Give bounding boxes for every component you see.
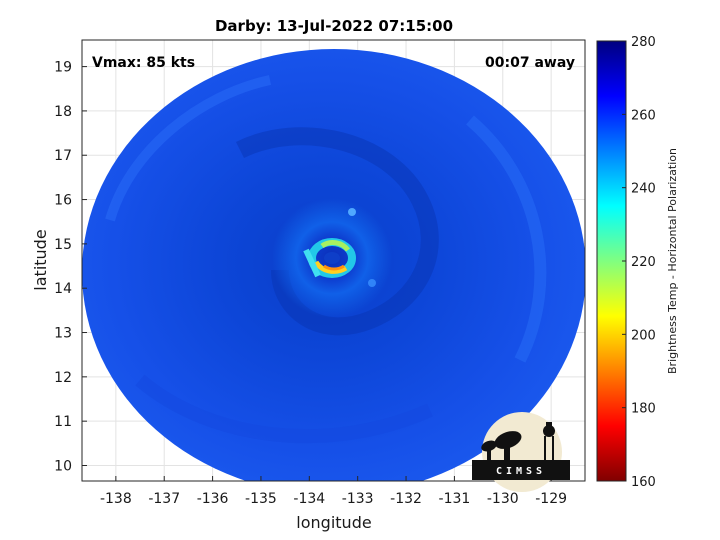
y-ticks: 10 11 12 13 14 15 16 17 18 19 bbox=[54, 60, 87, 474]
x-tick-label: -132 bbox=[390, 491, 422, 507]
colorbar-tick-label: 220 bbox=[631, 255, 656, 270]
rainband-south bbox=[135, 374, 433, 444]
colorbar: 160 180 200 220 240 260 280 Brightness Temp - … bbox=[596, 35, 679, 490]
rainband-east bbox=[466, 115, 547, 363]
logo-text: CIMSS bbox=[496, 466, 546, 477]
vmax-label: Vmax: 85 kts bbox=[92, 55, 195, 71]
y-tick-label: 10 bbox=[54, 458, 72, 474]
colorbar-tick-label: 280 bbox=[631, 35, 656, 50]
colorbar-tick-label: 240 bbox=[631, 182, 656, 197]
y-tick-label: 11 bbox=[54, 414, 72, 430]
x-tick-label: -134 bbox=[293, 491, 325, 507]
away-label: 00:07 away bbox=[485, 55, 575, 71]
y-tick-label: 14 bbox=[54, 281, 72, 297]
x-tick-label: -138 bbox=[100, 491, 132, 507]
x-tick-label: -131 bbox=[439, 491, 471, 507]
logo-bar bbox=[472, 460, 570, 480]
map-axes: -138 -137 -136 -135 -134 -133 -132 -131 -130 -129… bbox=[54, 39, 586, 507]
x-tick-label: -136 bbox=[197, 491, 229, 507]
rainband-west bbox=[105, 75, 272, 222]
y-tick-label: 19 bbox=[54, 60, 72, 76]
convective-spot-2 bbox=[368, 279, 376, 287]
colorbar-gradient bbox=[596, 40, 627, 482]
colorbar-label: Brightness Temp - Horizontal Polarizatio… bbox=[666, 148, 679, 374]
water-tower-icon bbox=[543, 422, 555, 462]
x-tick-label: -135 bbox=[245, 491, 277, 507]
y-tick-label: 12 bbox=[54, 370, 72, 386]
y-tick-label: 15 bbox=[54, 237, 72, 253]
y-tick-label: 16 bbox=[54, 193, 72, 209]
convective-spot bbox=[348, 208, 356, 216]
x-tick-label: -137 bbox=[148, 491, 180, 507]
axes-frame bbox=[81, 39, 586, 482]
colorbar-tick-label: 260 bbox=[631, 108, 656, 123]
y-tick-label: 13 bbox=[54, 326, 72, 342]
eyewall bbox=[303, 238, 356, 278]
colorbar-tick-label: 200 bbox=[631, 328, 656, 343]
x-axis-label: longitude bbox=[296, 513, 371, 532]
x-tick-label: -129 bbox=[535, 491, 567, 507]
colorbar-ticks: 160 180 200 220 240 260 280 bbox=[622, 35, 656, 490]
satellite-dish-icon bbox=[481, 431, 522, 460]
map-title: Darby: 13-Jul-2022 07:15:00 bbox=[215, 17, 453, 35]
x-ticks: -138 -137 -136 -135 -134 -133 -132 -131 -130 -129 bbox=[100, 476, 567, 507]
y-axis-label: latitude bbox=[31, 229, 50, 290]
x-tick-label: -130 bbox=[487, 491, 519, 507]
colorbar-tick-label: 160 bbox=[631, 475, 656, 490]
colorbar-tick-label: 180 bbox=[631, 402, 656, 417]
y-tick-label: 17 bbox=[54, 148, 72, 164]
cimss-logo: CIMSS bbox=[472, 412, 570, 492]
x-tick-label: -133 bbox=[342, 491, 374, 507]
spiral-band bbox=[235, 127, 439, 336]
y-tick-label: 18 bbox=[54, 104, 72, 120]
